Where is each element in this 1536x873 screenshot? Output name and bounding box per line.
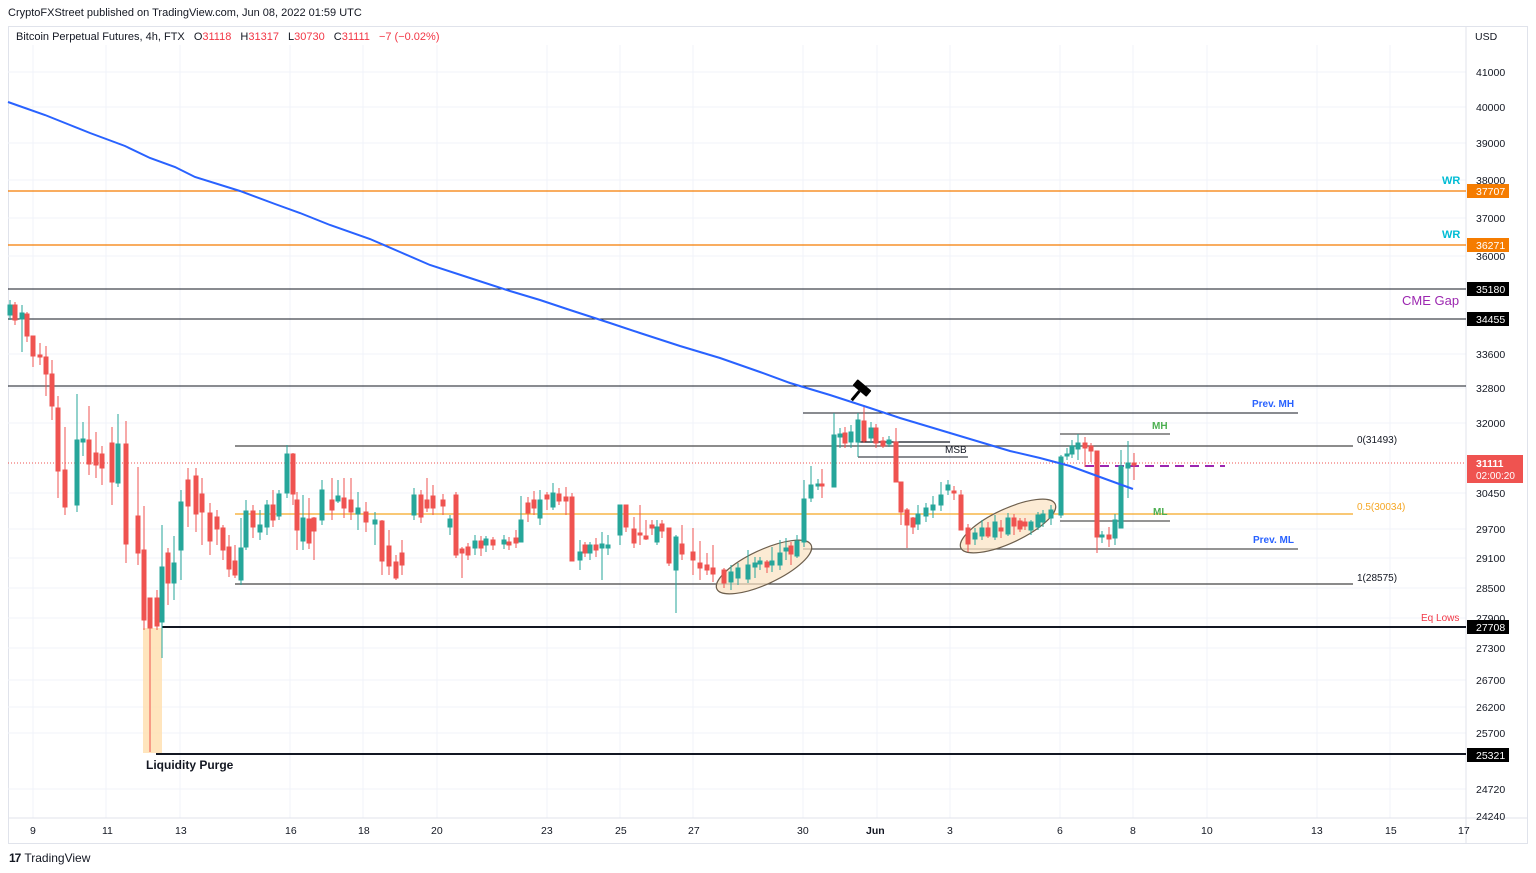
annotations: WR WR CME Gap Prev. MH MH 0(31493) MSB 0… [146, 175, 1460, 772]
time-tick: 11 [102, 825, 113, 837]
ml-label: ML [1153, 507, 1167, 518]
bar-countdown: 02:00:20 [1476, 471, 1515, 482]
time-tick: 15 [1385, 825, 1397, 837]
price-tag-27708: 27708 [1467, 620, 1509, 634]
price-tag-text: 27708 [1476, 622, 1505, 634]
time-tick: 9 [30, 825, 36, 837]
time-tick: 23 [541, 825, 553, 837]
low-label: L [288, 31, 295, 43]
price-tick: 36000 [1476, 251, 1505, 263]
tradingview-brand: TradingView [24, 851, 91, 865]
time-tick: 16 [285, 825, 297, 837]
chart-frame [8, 26, 1528, 844]
price-tag-25321: 25321 [1467, 748, 1509, 762]
price-tick: 28500 [1476, 583, 1505, 595]
high-label: H [240, 31, 249, 43]
liquidity-purge-label: Liquidity Purge [146, 758, 234, 772]
open-value: 31118 [202, 31, 232, 43]
time-tick: 6 [1057, 825, 1063, 837]
publish-line: CryptoFXStreet published on TradingView.… [8, 7, 362, 19]
candles [7, 300, 1137, 752]
close-label: C [333, 31, 342, 43]
high-value: 31317 [248, 31, 279, 43]
mh-label: MH [1152, 421, 1168, 432]
prev-ml-label: Prev. ML [1253, 535, 1294, 546]
price-tag-text: 25321 [1476, 750, 1505, 762]
tradingview-logo[interactable]: 17 TradingView [9, 851, 90, 865]
time-tick: 8 [1130, 825, 1136, 837]
price-tag-text: 35180 [1476, 284, 1505, 296]
eq-lows-label: Eq Lows [1421, 613, 1459, 624]
price-tick: 26200 [1476, 702, 1505, 714]
msb-label: MSB [945, 445, 967, 456]
change-value: −7 (−0.02%) [378, 31, 440, 43]
time-tick: 17 [1458, 825, 1470, 837]
price-tick: 30450 [1476, 488, 1505, 500]
close-value: 31111 [341, 31, 370, 43]
price-tag-text: 37707 [1476, 186, 1505, 198]
symbol-title: Bitcoin Perpetual Futures, 4h, FTX [16, 31, 185, 43]
liquidity-purge-box[interactable] [143, 628, 162, 753]
moving-average-line[interactable] [7, 101, 1134, 490]
price-tick: 39000 [1476, 138, 1505, 150]
low-value: 30730 [294, 31, 325, 43]
price-tag-37707: 37707 [1467, 184, 1509, 198]
time-tick: 3 [947, 825, 953, 837]
price-tick: 33600 [1476, 349, 1505, 361]
time-tick: 13 [175, 825, 187, 837]
time-tick: 13 [1311, 825, 1323, 837]
tradingview-logo-icon: 17 [9, 851, 21, 865]
price-tag-36271: 36271 [1467, 238, 1509, 252]
price-tick: 29100 [1476, 553, 1505, 565]
price-tick: 37000 [1476, 213, 1505, 225]
time-tick: Jun [866, 825, 885, 837]
time-tick: 30 [797, 825, 809, 837]
horizontal-levels[interactable] [8, 190, 1466, 755]
fib-1-label: 1(28575) [1357, 573, 1397, 584]
price-tick: 27300 [1476, 643, 1505, 655]
prev-mh-label: Prev. MH [1252, 399, 1294, 410]
currency-label: USD [1475, 31, 1498, 43]
wr-label-1: WR [1442, 175, 1460, 187]
price-tick: 41000 [1476, 67, 1505, 79]
price-tick: 32800 [1476, 383, 1505, 395]
price-tag-35180: 35180 [1467, 282, 1509, 296]
price-tick: 24720 [1476, 784, 1505, 796]
time-axis[interactable]: 9 11 13 16 18 20 23 25 27 30 Jun 3 6 8 1… [30, 825, 1470, 837]
symbol-legend: Bitcoin Perpetual Futures, 4h, FTX O3111… [16, 31, 440, 43]
accumulation-ellipse-1[interactable] [710, 530, 819, 605]
price-tick: 26700 [1476, 675, 1505, 687]
grid [8, 45, 1466, 818]
price-tick: 25700 [1476, 728, 1505, 740]
current-price-text: 31111 [1476, 458, 1504, 470]
price-tick: 29700 [1476, 524, 1505, 536]
price-tick: 40000 [1476, 102, 1505, 114]
time-tick: 25 [615, 825, 627, 837]
price-tick: 24240 [1476, 811, 1505, 823]
time-tick: 20 [431, 825, 443, 837]
time-tick: 18 [358, 825, 370, 837]
price-tag-text: 36271 [1476, 240, 1505, 252]
price-tag-34455: 34455 [1467, 312, 1509, 326]
price-axis[interactable]: USD 41000 40000 39000 38000 37000 36000 … [1467, 31, 1523, 823]
time-tick: 10 [1201, 825, 1213, 837]
cme-gap-label: CME Gap [1402, 293, 1459, 308]
gavel-icon [850, 379, 872, 402]
wr-label-2: WR [1442, 229, 1460, 241]
price-tick: 32000 [1476, 418, 1505, 430]
fib-0-label: 0(31493) [1357, 435, 1397, 446]
fib-05-label: 0.5(30034) [1357, 502, 1405, 513]
open-label: O [193, 31, 203, 43]
time-tick: 27 [688, 825, 700, 837]
price-tag-text: 34455 [1476, 314, 1505, 326]
